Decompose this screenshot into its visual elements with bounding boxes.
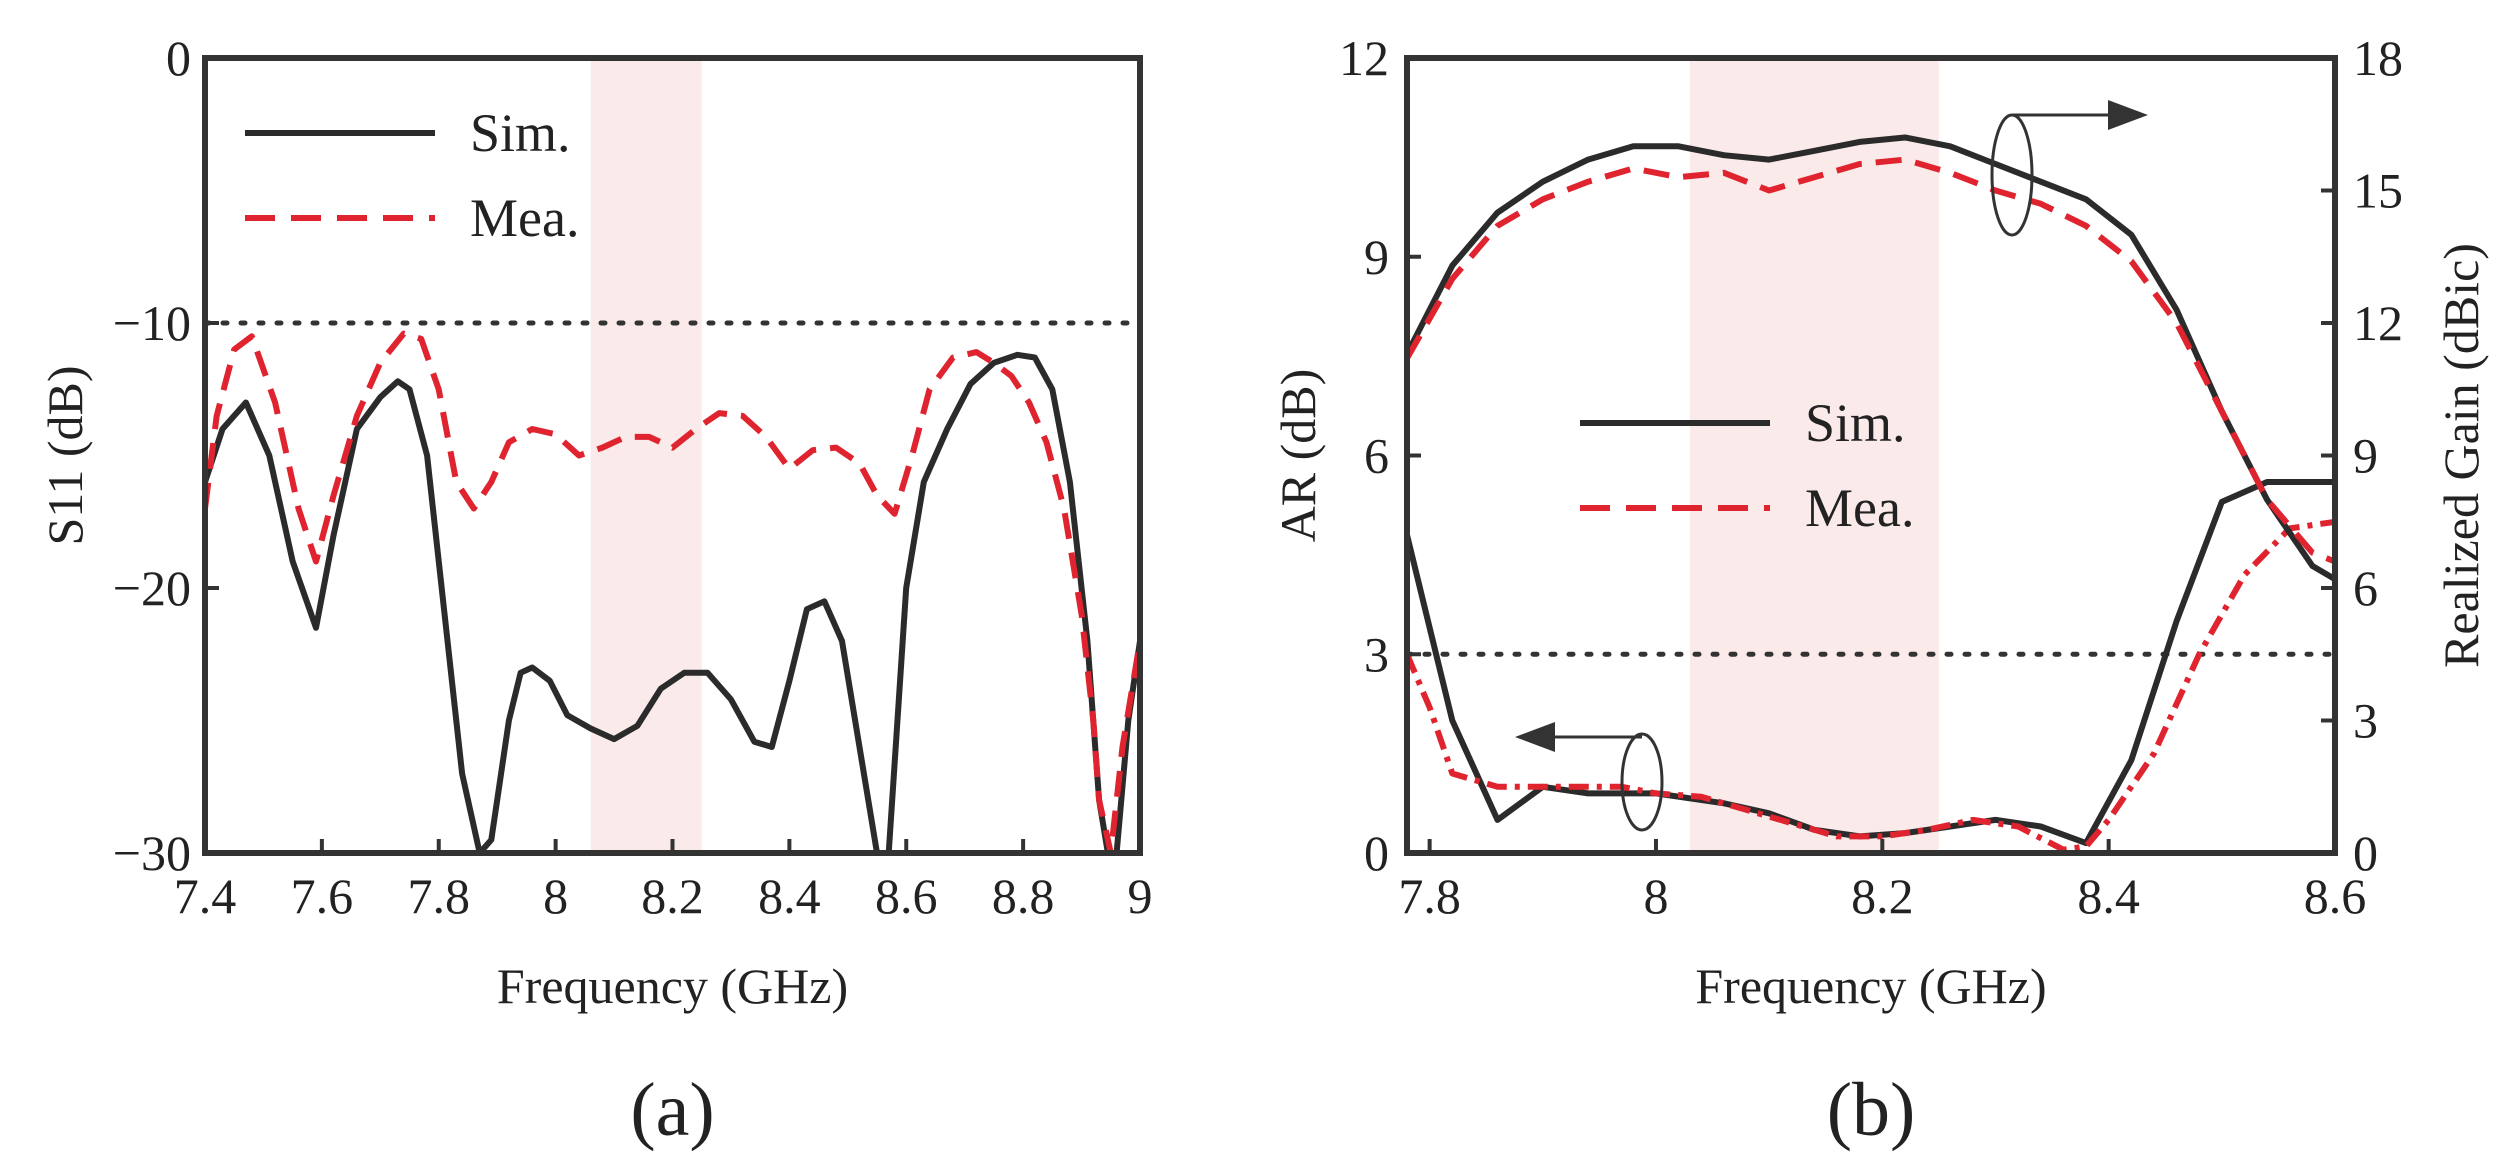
x-tick-label: 8.6 <box>2304 868 2367 924</box>
legend-label-mea: Mea. <box>1805 478 1914 538</box>
legend-label-mea: Mea. <box>470 188 579 248</box>
x-tick-label: 7.4 <box>174 868 237 924</box>
y-tick-label-right: 0 <box>2353 825 2378 881</box>
series-line-mea-ar <box>1407 518 2335 853</box>
legend-label-sim: Sim. <box>470 103 571 163</box>
y-tick-label-right: 15 <box>2353 163 2403 219</box>
caption-b: (b) <box>1827 1068 1916 1152</box>
x-tick-label: 8.4 <box>2077 868 2140 924</box>
y-tick-label: −20 <box>113 560 191 616</box>
x-axis-label: Frequency (GHz) <box>1695 958 2046 1014</box>
y-tick-label-left: 3 <box>1364 626 1389 682</box>
y-tick-label: −10 <box>113 295 191 351</box>
x-tick-label: 7.8 <box>408 868 471 924</box>
x-tick-label: 7.6 <box>291 868 354 924</box>
y-tick-label-left: 12 <box>1339 30 1389 86</box>
x-tick-label: 8.6 <box>875 868 938 924</box>
x-tick-label: 8.2 <box>641 868 704 924</box>
legend-label-sim: Sim. <box>1805 393 1906 453</box>
series-line-sim-gain <box>1407 134 2335 582</box>
y-tick-label: −30 <box>113 825 191 881</box>
y-tick-label-right: 18 <box>2353 30 2403 86</box>
y-tick-label-right: 6 <box>2353 560 2378 616</box>
x-tick-label: 9 <box>1128 868 1153 924</box>
y-tick-label-left: 9 <box>1364 229 1389 285</box>
highlight-band <box>590 58 702 853</box>
x-tick-label: 7.8 <box>1398 868 1461 924</box>
y-axis-label-right: Realized Gain (dBic) <box>2433 243 2489 668</box>
x-tick-label: 8 <box>1643 868 1668 924</box>
y-tick-label-right: 12 <box>2353 295 2403 351</box>
series-line-mea <box>205 330 1140 853</box>
annotation-ellipse-ar <box>1620 732 1664 832</box>
y-tick-label-left: 0 <box>1364 825 1389 881</box>
series-line-mea-gain <box>1407 156 2335 565</box>
y-tick-label-left: 6 <box>1364 428 1389 484</box>
x-tick-label: 8.2 <box>1851 868 1914 924</box>
x-axis-label: Frequency (GHz) <box>497 958 848 1014</box>
arrow-right-icon <box>2108 100 2148 130</box>
x-tick-label: 8 <box>543 868 568 924</box>
y-axis-label-left: AR (dB) <box>1270 369 1326 543</box>
x-tick-label: 8.8 <box>992 868 1055 924</box>
y-tick-label: 0 <box>166 30 191 86</box>
caption-a: (a) <box>630 1068 714 1152</box>
arrow-left-icon <box>1515 722 1555 752</box>
y-tick-label-right: 3 <box>2353 693 2378 749</box>
highlight-band <box>1689 58 1939 853</box>
series-line-sim <box>205 351 1140 853</box>
y-tick-label-right: 9 <box>2353 428 2378 484</box>
x-tick-label: 8.4 <box>758 868 821 924</box>
panel-a-chart: 7.4 7.6 7.8 8 8.2 8.4 8.6 8.8 9 0 −10 −20 −30 Frequen… <box>37 30 1153 1152</box>
y-axis-label: S11 (dB) <box>37 365 93 545</box>
